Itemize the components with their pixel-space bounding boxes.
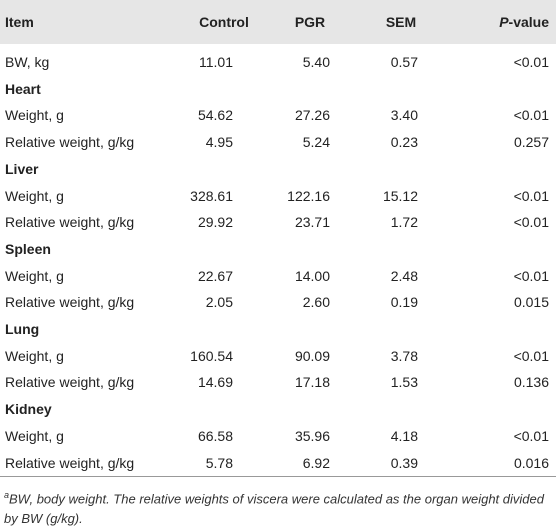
cell: 15.12 <box>382 187 418 204</box>
cell: 5.78 <box>205 454 233 471</box>
cell: <0.01 <box>513 427 549 444</box>
cell: 90.09 <box>294 347 330 364</box>
cell: 4.95 <box>205 134 233 151</box>
cell: 0.19 <box>390 294 418 311</box>
cell: 6.92 <box>302 454 330 471</box>
row-label: Weight, g <box>5 107 64 124</box>
cell: 14.69 <box>197 374 233 391</box>
cell: 29.92 <box>197 214 233 231</box>
cell: <0.01 <box>513 267 549 284</box>
cell: 54.62 <box>197 107 233 124</box>
section-label: Heart <box>5 80 41 97</box>
cell: 3.40 <box>390 107 418 124</box>
cell: <0.01 <box>513 214 549 231</box>
bottom-rule <box>0 476 556 477</box>
cell: 0.23 <box>390 134 418 151</box>
header-part: P <box>499 14 509 30</box>
cell: 23.71 <box>294 214 330 231</box>
header-cell: PGR <box>294 14 326 30</box>
footnote-text: BW, body weight. The relative weights of… <box>4 491 544 527</box>
cell: 5.40 <box>302 54 330 70</box>
cell: 14.00 <box>294 267 330 284</box>
row-label: Weight, g <box>5 427 64 444</box>
row-label: Relative weight, g/kg <box>5 454 135 471</box>
header-cell: Control <box>199 14 249 30</box>
cell: 22.67 <box>197 267 233 284</box>
section-label: Spleen <box>5 240 51 257</box>
header-cell: SEM <box>385 14 417 30</box>
cell: 27.26 <box>294 107 330 124</box>
cell: 66.58 <box>197 427 233 444</box>
cell: 0.136 <box>513 374 549 391</box>
cell: 2.05 <box>205 294 233 311</box>
row-label: Relative weight, g/kg <box>5 294 135 311</box>
cell: <0.01 <box>513 347 549 364</box>
cell: 0.39 <box>390 454 418 471</box>
row-label: Weight, g <box>5 267 64 284</box>
footnote: aBW, body weight. The relative weights o… <box>4 485 552 529</box>
cell: 5.24 <box>302 134 330 151</box>
cell: <0.01 <box>513 187 549 204</box>
cell: 0.257 <box>513 134 549 151</box>
cell: 1.72 <box>390 214 418 231</box>
cell: 160.54 <box>190 347 233 364</box>
cell: <0.01 <box>513 54 549 70</box>
cell: 17.18 <box>294 374 330 391</box>
cell: 4.18 <box>390 427 418 444</box>
header-band <box>0 0 556 44</box>
cell: 1.53 <box>390 374 418 391</box>
cell: 122.16 <box>287 187 330 204</box>
cell: 11.01 <box>199 54 233 70</box>
row-label: Weight, g <box>5 347 64 364</box>
cell: 35.96 <box>294 427 330 444</box>
section-label: Lung <box>5 321 40 337</box>
cell: 2.48 <box>390 267 418 284</box>
row-label: Relative weight, g/kg <box>5 214 135 231</box>
row-label: BW, kg <box>5 54 50 70</box>
cell: 3.78 <box>390 347 418 364</box>
cell: 2.60 <box>302 294 330 311</box>
row-label: Relative weight, g/kg <box>5 134 135 151</box>
cell: 0.015 <box>513 294 549 311</box>
header-part: -value <box>508 14 549 30</box>
row-label: Weight, g <box>5 187 64 204</box>
cell: <0.01 <box>513 107 549 124</box>
row-label: Relative weight, g/kg <box>5 374 135 391</box>
section-label: Liver <box>5 160 39 177</box>
header-cell: P-value <box>499 13 549 31</box>
cell: 0.57 <box>390 54 418 70</box>
header-cell: Item <box>5 14 34 30</box>
section-label: Kidney <box>5 401 52 418</box>
cell: 328.61 <box>190 187 233 204</box>
footnote-mark: a <box>4 490 10 500</box>
cell: 0.016 <box>513 454 549 471</box>
